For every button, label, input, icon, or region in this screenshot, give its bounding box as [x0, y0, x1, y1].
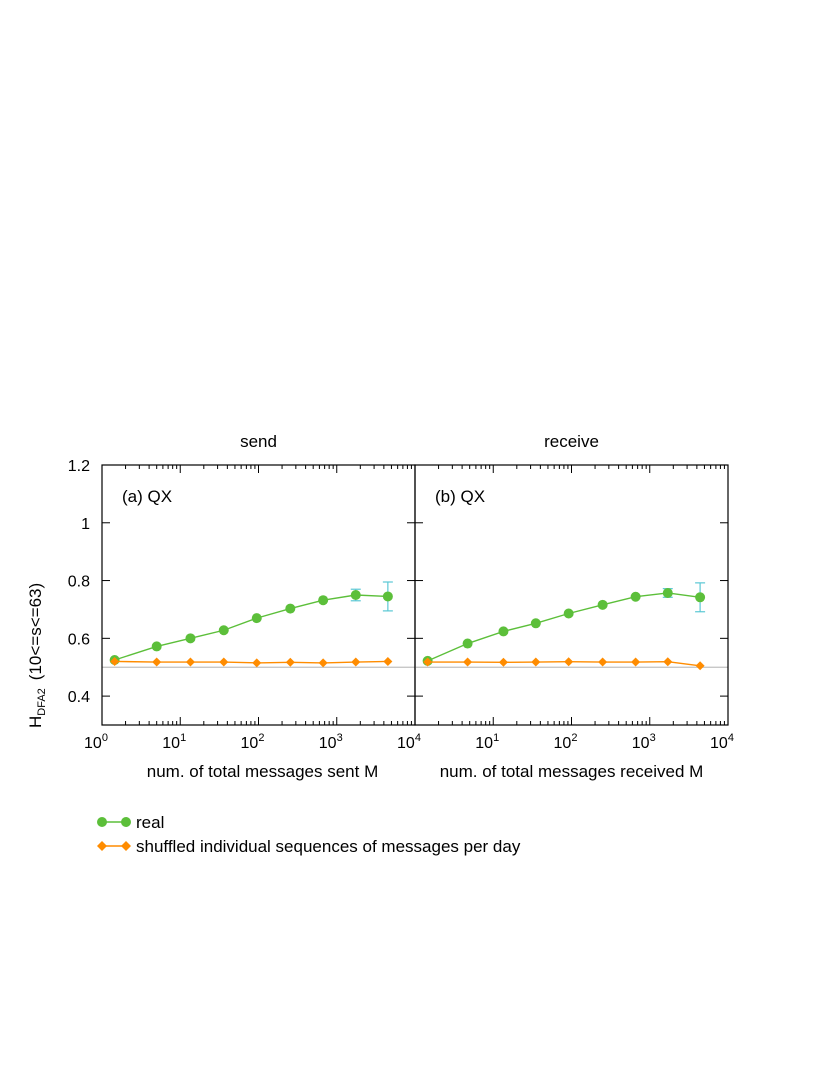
x-tick-label-exponent: 2 — [258, 732, 264, 744]
legend-shuffled-marker-right — [121, 841, 131, 851]
x-tick-label-exponent: 0 — [102, 732, 108, 744]
data-point-shuffled — [219, 657, 229, 667]
data-point-shuffled — [463, 657, 473, 667]
data-point-real — [597, 599, 608, 610]
y-axis-label-subscript: DFA2 — [36, 688, 48, 716]
x-tick-label: 101 — [475, 732, 499, 752]
x-tick-label: 101 — [162, 732, 186, 752]
data-point-real — [251, 613, 262, 624]
legend-entry-real: real — [97, 813, 164, 832]
data-point-shuffled — [531, 657, 541, 667]
data-point-shuffled — [152, 657, 162, 667]
data-point-real — [662, 587, 673, 598]
data-point-shuffled — [663, 657, 673, 667]
x-tick-label-base: 10 — [397, 735, 415, 752]
legend: real shuffled individual sequences of me… — [97, 813, 521, 856]
data-point-shuffled — [498, 657, 508, 667]
y-axis-label: HDFA2 (10<=s<=63) — [26, 583, 48, 728]
y-axis-label-main: H — [26, 716, 45, 728]
data-point-real — [151, 641, 162, 652]
data-point-shuffled — [185, 657, 195, 667]
legend-shuffled-marker-left — [97, 841, 107, 851]
panel-title: receive — [544, 432, 599, 451]
data-point-shuffled — [383, 656, 393, 666]
x-tick-label: 103 — [632, 732, 656, 752]
data-point-real — [350, 590, 361, 600]
legend-entry-shuffled: shuffled individual sequences of message… — [97, 837, 521, 856]
x-tick-label-exponent: 3 — [650, 732, 656, 744]
data-point-shuffled — [598, 657, 608, 667]
x-axis-label: num. of total messages received M — [440, 762, 704, 781]
x-axis-label: num. of total messages sent M — [147, 762, 379, 781]
x-tick-label-base: 10 — [319, 735, 337, 752]
x-tick-label-base: 10 — [554, 735, 572, 752]
y-tick-label: 1.2 — [68, 458, 90, 475]
x-tick-label: 102 — [241, 732, 265, 752]
x-tick-label-exponent: 3 — [337, 732, 343, 744]
x-tick-label: 102 — [554, 732, 578, 752]
x-tick-label: 100 — [84, 732, 108, 752]
data-point-shuffled — [318, 658, 328, 668]
data-point-shuffled — [564, 657, 574, 667]
legend-real-marker-left — [97, 817, 107, 827]
legend-shuffled-label: shuffled individual sequences of message… — [136, 837, 521, 856]
data-point-shuffled — [285, 657, 295, 667]
x-tick-label-base: 10 — [162, 735, 180, 752]
x-tick-label-exponent: 1 — [180, 732, 186, 744]
legend-real-label: real — [136, 813, 164, 832]
x-tick-label: 104 — [397, 732, 421, 752]
data-point-real — [563, 608, 574, 619]
data-point-real — [462, 638, 473, 649]
data-point-shuffled — [351, 657, 361, 667]
x-tick-label-base: 10 — [241, 735, 259, 752]
y-tick-label: 0.6 — [68, 631, 90, 648]
x-tick-label-base: 10 — [710, 735, 728, 752]
data-point-real — [285, 603, 296, 614]
data-point-real — [695, 592, 706, 603]
data-point-real — [498, 626, 509, 637]
data-point-shuffled — [695, 661, 705, 671]
data-point-real — [218, 625, 229, 636]
data-point-real — [382, 591, 393, 602]
data-point-real — [630, 591, 641, 602]
x-tick-label-exponent: 4 — [728, 732, 734, 744]
x-tick-label-base: 10 — [84, 735, 102, 752]
x-tick-label-exponent: 4 — [415, 732, 421, 744]
legend-real-marker-right — [121, 817, 131, 827]
panel-annotation: (a) QX — [122, 487, 172, 506]
x-tick-label-exponent: 1 — [493, 732, 499, 744]
y-tick-label: 0.8 — [68, 574, 90, 591]
data-point-shuffled — [631, 657, 641, 667]
data-point-real — [530, 618, 541, 629]
panel-annotation: (b) QX — [435, 487, 485, 506]
x-tick-label-base: 10 — [475, 735, 493, 752]
x-tick-label: 103 — [319, 732, 343, 752]
y-tick-label: 1 — [81, 516, 90, 533]
data-point-real — [318, 595, 329, 606]
panel-title: send — [240, 432, 277, 451]
x-tick-label-exponent: 2 — [571, 732, 577, 744]
data-point-shuffled — [252, 658, 262, 668]
x-tick-label: 104 — [710, 732, 734, 752]
series-real-line — [427, 592, 701, 662]
data-point-shuffled — [423, 657, 433, 667]
data-point-shuffled — [110, 656, 120, 666]
x-tick-label-base: 10 — [632, 735, 650, 752]
y-tick-label: 0.4 — [68, 689, 90, 706]
y-axis-label-suffix: (10<=s<=63) — [26, 583, 45, 680]
data-point-real — [185, 633, 196, 644]
